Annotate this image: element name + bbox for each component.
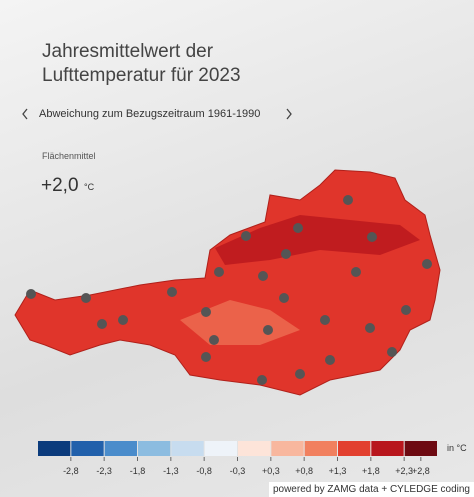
period[interactable]: Abweichung zum Bezugszeitraum 1961-1990 [39, 108, 261, 120]
stations [26, 195, 432, 385]
legend-tick-label: +0,3 [262, 466, 280, 476]
austria [14, 169, 441, 396]
title-line: Lufttemperatur für 2023 [42, 65, 241, 86]
legend-tick-label: +1,8 [362, 466, 380, 476]
legend-tick-label: +2,8 [412, 466, 430, 476]
legend-swatch [404, 441, 437, 456]
legend-swatch [304, 441, 337, 456]
summary-label: Flächenmittel [42, 151, 96, 161]
next-arrow[interactable] [286, 108, 292, 120]
credit[interactable]: powered by ZAMG data + CYLEDGE coding [268, 482, 474, 497]
title-line: Jahresmittelwert der [42, 41, 214, 62]
prev-arrow[interactable] [22, 108, 28, 120]
legend-swatch [38, 441, 71, 456]
legend-swatch [104, 441, 137, 456]
legend-swatch [138, 441, 171, 456]
legend-tick-label: -2,3 [96, 466, 112, 476]
warm-zone [215, 215, 420, 265]
legend-tick-label: +1,3 [329, 466, 347, 476]
legend-swatch [204, 441, 237, 456]
legend-swatch [238, 441, 271, 456]
legend-tick-label: -1,3 [163, 466, 179, 476]
summary-value: +2,0 [41, 175, 79, 196]
legend-swatch [338, 441, 371, 456]
legend-unit: in °C [447, 443, 467, 453]
legend-swatch [171, 441, 204, 456]
legend-swatch [371, 441, 404, 456]
summary-unit: °C [84, 182, 95, 192]
legend-tick-label: +2,3 [395, 466, 413, 476]
legend: -2,8 -2,3 -1,8 -1,3 -0,8 -0,3 +0,3 +0,8 +1,3 +1,8… [38, 441, 437, 476]
legend-tick-label: -2,8 [63, 466, 79, 476]
legend-swatch [271, 441, 304, 456]
legend-tick-label: -1,8 [130, 466, 146, 476]
legend-tick-label: -0,8 [196, 466, 212, 476]
legend-tick-label: -0,3 [230, 466, 246, 476]
legend-tick-label: +0,8 [295, 466, 313, 476]
legend-swatch [71, 441, 104, 456]
title: Jahresmittelwert der Lufttemperatur für … [42, 40, 241, 88]
